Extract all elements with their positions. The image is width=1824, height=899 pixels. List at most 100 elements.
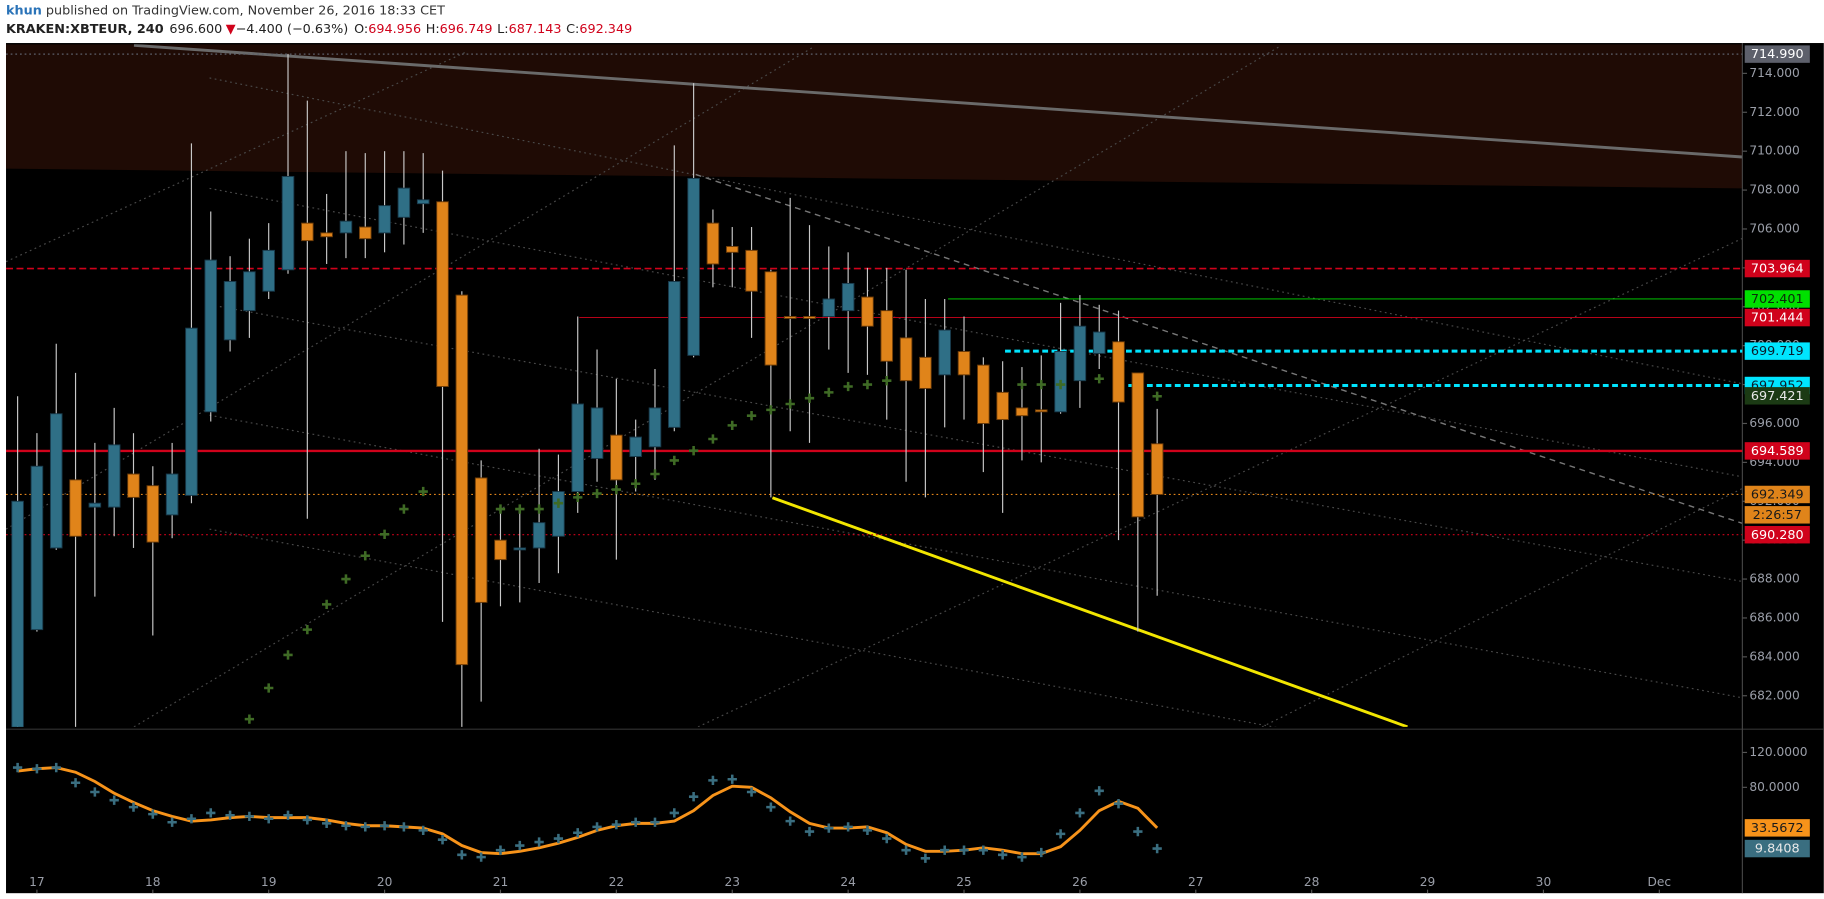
sar-point [650, 469, 660, 479]
candle-body [571, 403, 585, 493]
candle-body [938, 329, 951, 376]
drawings [6, 44, 1743, 727]
indicator-point [978, 845, 988, 855]
indicator-point [1113, 799, 1124, 809]
sar-point [283, 650, 293, 660]
x-tick-label: 20 [377, 875, 393, 889]
sar-point [746, 411, 757, 421]
indicator-point [379, 821, 390, 831]
indicator-point [553, 833, 564, 844]
candle-body [822, 298, 836, 317]
support-line [771, 496, 1408, 727]
y-tick-label: 686.000 [1749, 610, 1799, 624]
indicator-point [1133, 826, 1143, 837]
indicator-point [225, 810, 235, 820]
candle-body [957, 351, 971, 376]
price-label-bg [1744, 308, 1810, 327]
indicator-point [167, 817, 177, 827]
fork-line [209, 414, 1743, 699]
indicator-point [283, 810, 293, 820]
indicator-label: 9.8408 [1755, 842, 1800, 857]
candle-body [88, 502, 102, 508]
x-tick-label: 30 [1536, 875, 1552, 889]
sar-point [804, 393, 815, 403]
sar-point [418, 486, 428, 497]
x-tick-label: 23 [724, 875, 740, 889]
sar-point [264, 683, 274, 693]
candle-body [629, 436, 642, 457]
candle-body [1092, 331, 1106, 354]
candle-body [610, 434, 623, 481]
o-val: 694.956 [368, 22, 421, 37]
sar-point [1017, 379, 1027, 390]
candle-body [436, 201, 449, 387]
c-key: C: [566, 22, 579, 37]
author: khun [6, 3, 42, 18]
candle-body [455, 294, 469, 666]
candle-body [880, 310, 894, 362]
candle-body [185, 327, 198, 496]
indicator-point [650, 817, 660, 827]
indicator-point [631, 817, 641, 827]
indicator-point [148, 809, 158, 819]
indicator-point [70, 778, 81, 788]
candle-body [397, 187, 411, 218]
sar-point [785, 399, 795, 409]
price-label: 702.401 [1751, 292, 1804, 307]
candle-body [243, 271, 256, 312]
indicator-point [1017, 852, 1027, 862]
candle-body [977, 364, 990, 424]
indicator-point [264, 814, 274, 824]
sar-point [341, 574, 351, 584]
candle-body [803, 316, 816, 319]
indicator-point [186, 814, 197, 824]
candle-body [30, 465, 44, 631]
candle-body [996, 391, 1009, 421]
candle-body [281, 175, 295, 271]
indicator-point [418, 825, 428, 836]
sar-point [688, 446, 699, 456]
candle-body [416, 199, 430, 205]
indicator-point [824, 823, 834, 833]
indicator-point [109, 795, 119, 805]
indicator-point [51, 762, 61, 773]
indicator-point [360, 822, 370, 832]
price-label-bg [1744, 442, 1810, 460]
indicator-point [940, 845, 950, 855]
resistance-zone [6, 44, 1743, 189]
fork-line [209, 304, 1743, 583]
candle-body [861, 296, 874, 327]
y-tick-label: 708.000 [1749, 183, 1799, 197]
indicator-point [785, 816, 795, 826]
h-val: 696.749 [440, 22, 493, 37]
fork-line [6, 51, 466, 263]
sar-point [534, 504, 544, 514]
countdown: 2:26:57 [1753, 508, 1802, 523]
candle-body [223, 281, 237, 341]
candle-body [1150, 443, 1164, 495]
countdown-bg [1744, 506, 1810, 524]
candle-body [648, 407, 662, 448]
published: published on TradingView.com, November 2… [42, 3, 445, 18]
fork-line [209, 187, 1743, 478]
byline: khun published on TradingView.com, Novem… [6, 3, 445, 18]
indicator-point [1094, 786, 1104, 796]
candle-body [552, 491, 565, 537]
candle-body [919, 356, 932, 389]
sar-point [302, 624, 312, 635]
indicator-point [476, 852, 486, 862]
indicator-point [688, 792, 699, 802]
x-tick-label: 25 [956, 875, 972, 889]
indicator-point [90, 787, 100, 797]
indicator-point [592, 822, 602, 832]
price-label-bg [1744, 387, 1810, 405]
price-label: 699.719 [1751, 344, 1804, 359]
price-label: 697.421 [1751, 389, 1804, 404]
indicator-point [997, 850, 1008, 860]
candle-body [745, 249, 758, 292]
indicator-pane [12, 762, 1162, 863]
candle-body [725, 246, 739, 253]
indicator-point [1152, 843, 1162, 854]
sar-point [1152, 391, 1162, 401]
sar-point [1036, 379, 1046, 390]
